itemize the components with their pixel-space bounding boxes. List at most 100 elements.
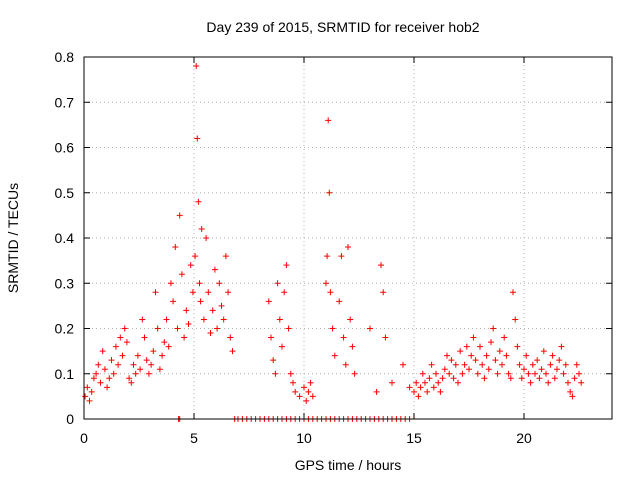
data-point bbox=[272, 370, 279, 377]
data-point bbox=[435, 379, 442, 386]
data-point bbox=[115, 361, 122, 368]
data-point bbox=[378, 262, 384, 269]
data-point bbox=[468, 352, 475, 359]
data-point bbox=[538, 366, 545, 373]
data-point bbox=[327, 289, 334, 296]
data-point bbox=[419, 370, 426, 377]
data-point bbox=[441, 366, 448, 373]
data-point bbox=[93, 370, 100, 377]
data-point bbox=[433, 370, 439, 377]
data-point bbox=[325, 117, 332, 124]
y-tick-label: 0.5 bbox=[55, 185, 75, 201]
data-point bbox=[198, 225, 205, 232]
data-point bbox=[132, 370, 139, 377]
data-point bbox=[514, 343, 521, 350]
data-point bbox=[323, 280, 329, 287]
data-point bbox=[274, 280, 281, 287]
data-point bbox=[296, 393, 303, 400]
data-point bbox=[485, 366, 492, 373]
data-point bbox=[389, 379, 395, 386]
data-point bbox=[472, 357, 479, 364]
data-point bbox=[549, 352, 556, 359]
data-point bbox=[532, 370, 538, 377]
data-point bbox=[415, 393, 422, 400]
data-point bbox=[137, 366, 144, 373]
data-point bbox=[97, 379, 104, 386]
data-point bbox=[505, 370, 512, 377]
data-point bbox=[270, 357, 277, 364]
data-point bbox=[172, 244, 179, 251]
y-tick-label: 0.2 bbox=[55, 321, 75, 337]
data-point bbox=[342, 361, 349, 368]
data-point bbox=[452, 361, 459, 368]
data-point bbox=[292, 388, 299, 395]
data-point bbox=[455, 379, 461, 386]
y-axis-label: SRMTID / TECUs bbox=[5, 183, 21, 293]
data-point bbox=[523, 352, 530, 359]
data-point bbox=[466, 366, 472, 373]
data-point bbox=[209, 307, 216, 314]
data-point bbox=[196, 280, 203, 287]
data-point bbox=[192, 253, 199, 260]
data-point bbox=[457, 348, 464, 355]
data-point bbox=[543, 370, 549, 377]
data-point bbox=[211, 266, 218, 273]
data-point bbox=[95, 361, 102, 368]
data-point bbox=[411, 388, 417, 395]
data-point bbox=[562, 361, 569, 368]
x-tick-label: 10 bbox=[296, 430, 312, 446]
data-point bbox=[529, 361, 536, 368]
data-point bbox=[448, 357, 455, 364]
data-point bbox=[437, 388, 444, 395]
y-tick-label: 0 bbox=[66, 411, 74, 427]
data-point bbox=[309, 393, 316, 400]
data-point bbox=[479, 361, 486, 368]
data-point bbox=[446, 370, 453, 377]
data-point bbox=[576, 370, 582, 377]
data-point bbox=[331, 352, 338, 359]
data-point bbox=[477, 343, 483, 350]
data-point bbox=[336, 298, 343, 305]
data-point bbox=[525, 370, 532, 377]
data-point bbox=[112, 343, 119, 350]
data-point bbox=[128, 379, 135, 386]
data-point bbox=[470, 334, 477, 341]
data-point bbox=[176, 212, 183, 219]
data-point bbox=[540, 348, 547, 355]
data-point bbox=[141, 334, 148, 341]
data-point bbox=[276, 316, 283, 323]
data-point bbox=[338, 253, 345, 260]
data-point bbox=[197, 298, 204, 305]
data-point bbox=[534, 357, 541, 364]
data-point bbox=[222, 253, 229, 260]
data-point bbox=[483, 352, 490, 359]
data-point bbox=[496, 348, 503, 355]
data-point bbox=[558, 343, 565, 350]
data-point bbox=[130, 361, 137, 368]
data-point bbox=[143, 357, 150, 364]
data-point bbox=[400, 361, 406, 368]
data-point bbox=[571, 375, 578, 382]
data-points bbox=[82, 63, 585, 422]
data-point bbox=[426, 375, 433, 382]
x-axis-label: GPS time / hours bbox=[295, 457, 402, 473]
data-point bbox=[367, 325, 373, 332]
data-point bbox=[90, 375, 97, 382]
data-point bbox=[99, 348, 106, 355]
data-point bbox=[205, 289, 212, 296]
data-point bbox=[290, 379, 296, 386]
data-point bbox=[430, 384, 437, 391]
data-point bbox=[227, 334, 234, 341]
data-point bbox=[170, 298, 177, 305]
data-point bbox=[463, 343, 470, 350]
data-point bbox=[488, 339, 494, 346]
y-tick-label: 0.6 bbox=[55, 140, 75, 156]
data-point bbox=[148, 361, 155, 368]
data-point bbox=[229, 348, 236, 355]
data-point bbox=[349, 343, 356, 350]
data-point bbox=[214, 325, 221, 332]
data-point bbox=[554, 366, 560, 373]
data-point bbox=[134, 352, 141, 359]
data-point bbox=[413, 379, 420, 386]
